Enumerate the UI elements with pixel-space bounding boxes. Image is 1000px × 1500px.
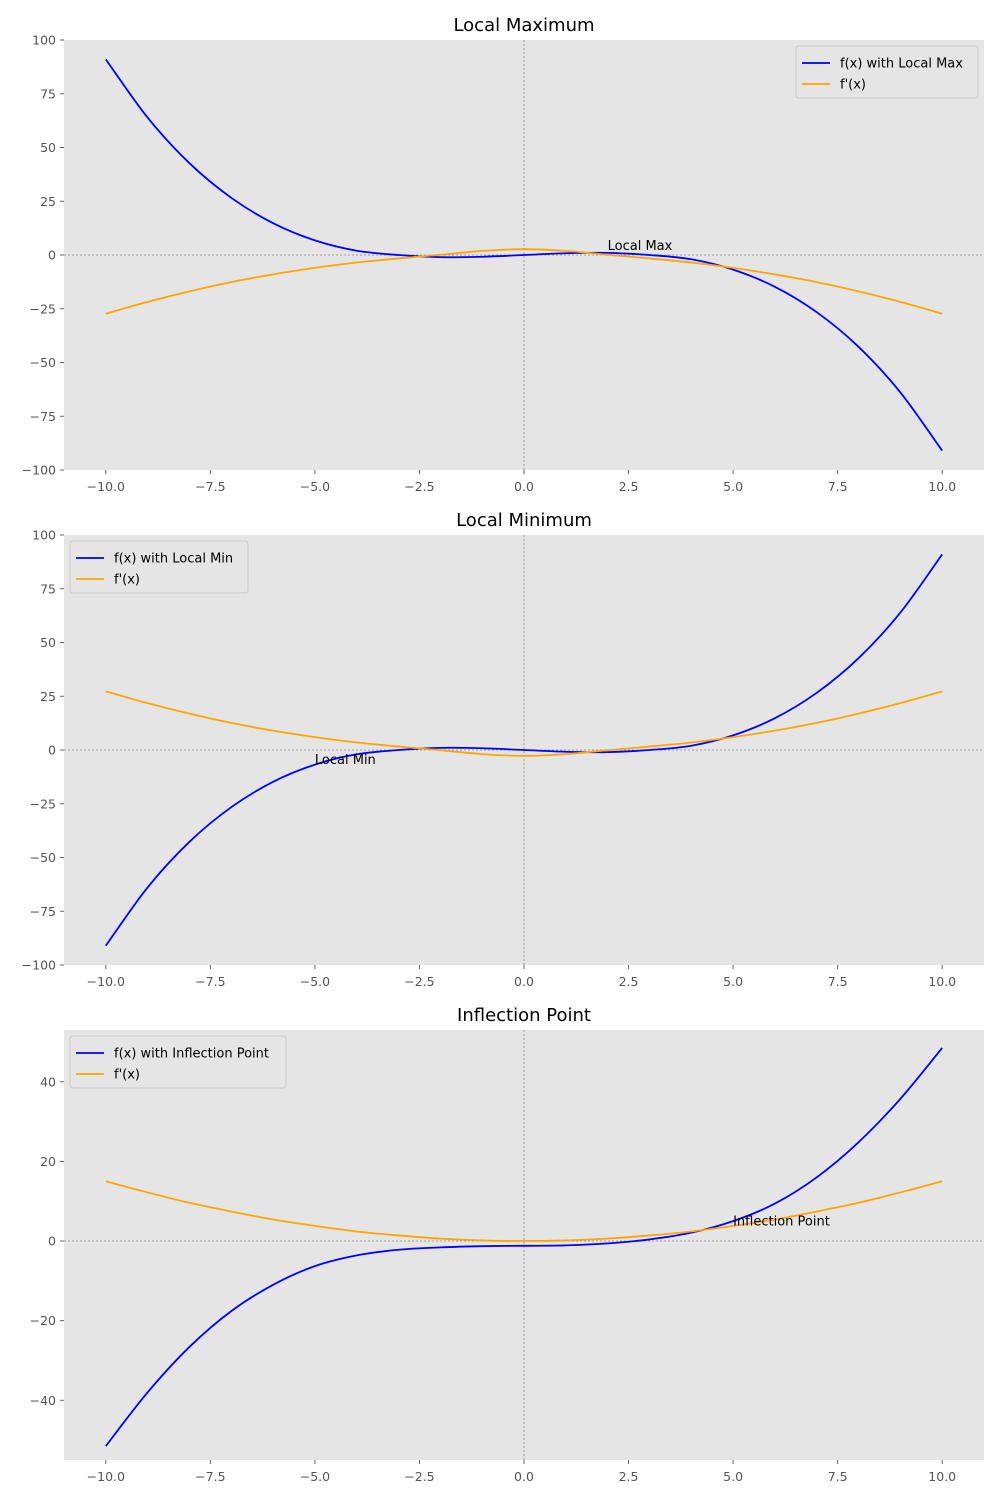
y-tick-label: 40 — [40, 1074, 56, 1089]
x-tick-label: 7.5 — [828, 479, 848, 494]
legend-label: f(x) with Local Min — [114, 552, 233, 567]
x-tick-label: 0.0 — [514, 479, 534, 494]
y-tick-label: 0 — [48, 248, 56, 263]
chart-panel-1: Local Maximum −10.0 −7.5 −5.0 −2.5 0.0 2.5 5.0 7… — [22, 15, 984, 494]
legend-label: f'(x) — [114, 573, 140, 588]
legend-label: f(x) with Local Max — [840, 57, 963, 72]
x-tick-label: −5.0 — [300, 479, 330, 494]
legend-box — [69, 1035, 287, 1089]
y-tick-label: 25 — [40, 194, 56, 209]
legend-box — [795, 45, 979, 99]
series-line-f-x — [105, 248, 943, 315]
x-tick-label: −10.0 — [87, 1469, 125, 1484]
y-tick-label: 100 — [32, 528, 56, 543]
x-tick-label: −7.5 — [195, 974, 225, 989]
y-tick-label: 75 — [40, 581, 56, 596]
legend-label: f'(x) — [840, 78, 866, 93]
x-tick-label: 0.0 — [514, 1469, 534, 1484]
series-line-f-x — [105, 1180, 943, 1242]
annotation-local-max: Local Max — [608, 239, 673, 254]
x-tick-label: 7.5 — [828, 974, 848, 989]
legend: f(x) with Local Min f'(x) — [69, 540, 249, 594]
y-tick-label: −25 — [30, 796, 56, 811]
legend-label: f(x) with Inflection Point — [114, 1047, 269, 1062]
y-tick-label: −50 — [30, 355, 56, 370]
x-tick-label: −5.0 — [300, 974, 330, 989]
x-tick-label: −7.5 — [195, 479, 225, 494]
y-tick-label: 75 — [40, 86, 56, 101]
x-tick-label: 5.0 — [723, 1469, 743, 1484]
x-tick-label: −7.5 — [195, 1469, 225, 1484]
y-tick-label: 50 — [40, 635, 56, 650]
y-tick-label: −100 — [22, 463, 56, 478]
x-tick-label: 2.5 — [619, 479, 639, 494]
x-tick-label: −10.0 — [87, 479, 125, 494]
x-tick-label: 7.5 — [828, 1469, 848, 1484]
y-tick-label: 0 — [48, 743, 56, 758]
y-tick-label: −50 — [30, 850, 56, 865]
y-tick-label: −40 — [30, 1393, 56, 1408]
annotation-local-min: Local Min — [315, 753, 376, 768]
legend-box — [69, 540, 249, 594]
x-tick-label: 0.0 — [514, 974, 534, 989]
y-tick-label: 100 — [32, 33, 56, 48]
y-tick-label: 0 — [48, 1234, 56, 1249]
y-tick-label: −100 — [22, 958, 56, 973]
series-line-f-x-with-local-min — [105, 553, 943, 947]
series-line-f-x-with-local-max — [105, 58, 943, 452]
chart-panel-2: Local Minimum −10.0 −7.5 −5.0 −2.5 0.0 2.5 5.0 7… — [22, 510, 984, 989]
chart-panel-3: Inflection Point −10.0 −7.5 −5.0 −2.5 0.0 2.5 5… — [30, 1005, 984, 1484]
y-tick-label: 50 — [40, 140, 56, 155]
x-tick-label: 10.0 — [928, 479, 956, 494]
x-tick-label: −2.5 — [404, 479, 434, 494]
y-tick-label: −75 — [30, 904, 56, 919]
y-tick-label: −75 — [30, 409, 56, 424]
x-tick-label: −2.5 — [404, 1469, 434, 1484]
x-tick-label: 2.5 — [619, 1469, 639, 1484]
chart-title: Inflection Point — [457, 1005, 591, 1026]
x-tick-label: 10.0 — [928, 974, 956, 989]
x-tick-label: −10.0 — [87, 974, 125, 989]
y-tick-label: −20 — [30, 1313, 56, 1328]
y-tick-label: 20 — [40, 1154, 56, 1169]
x-tick-label: 5.0 — [723, 974, 743, 989]
chart-title: Local Maximum — [453, 15, 594, 36]
x-tick-label: 5.0 — [723, 479, 743, 494]
y-tick-label: −25 — [30, 301, 56, 316]
legend: f(x) with Inflection Point f'(x) — [69, 1035, 287, 1089]
legend: f(x) with Local Max f'(x) — [795, 45, 979, 99]
series-line-f-x — [105, 690, 943, 757]
y-tick-label: 25 — [40, 689, 56, 704]
x-tick-label: −2.5 — [404, 974, 434, 989]
legend-label: f'(x) — [114, 1068, 140, 1083]
x-tick-label: −5.0 — [300, 1469, 330, 1484]
x-tick-label: 10.0 — [928, 1469, 956, 1484]
x-tick-label: 2.5 — [619, 974, 639, 989]
annotation-inflection-point: Inflection Point — [733, 1215, 830, 1230]
series-line-f-x-with-inflection-point — [105, 1047, 943, 1447]
chart-title: Local Minimum — [456, 510, 592, 531]
